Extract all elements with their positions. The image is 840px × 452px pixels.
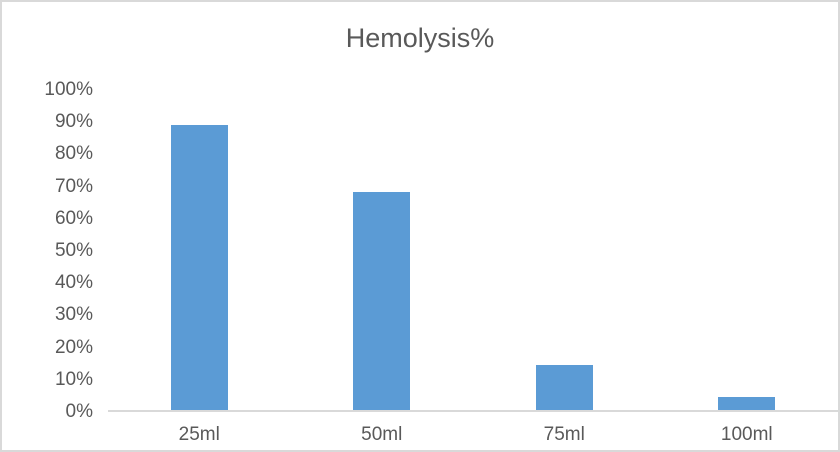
y-tick-label: 90% xyxy=(54,111,93,133)
y-tick-label: 80% xyxy=(54,143,93,165)
y-tick-label: 100% xyxy=(44,79,93,100)
x-tick-label: 50ml xyxy=(361,424,403,445)
bar-75ml xyxy=(535,365,593,410)
y-tick-label: 40% xyxy=(54,272,93,294)
x-axis: 25ml 50ml 75ml 100ml xyxy=(108,424,838,446)
y-tick-label: 50% xyxy=(54,240,93,261)
x-tick-label: 100ml xyxy=(720,424,773,445)
y-tick-label: 10% xyxy=(54,368,93,390)
y-axis: 0% 10% 20% 30% 40% 50% 60% 70% 80% 90% 100% xyxy=(2,79,93,422)
y-tick-label: 60% xyxy=(54,207,93,229)
x-tick-label: 75ml xyxy=(543,424,585,445)
plot-area xyxy=(108,90,838,412)
bar-50ml xyxy=(353,192,411,410)
y-tick-label: 30% xyxy=(54,304,93,326)
bar-slot xyxy=(108,90,291,410)
bar-slot xyxy=(473,90,656,410)
bar-slot xyxy=(656,90,839,410)
y-tick-label: 70% xyxy=(54,175,93,197)
y-tick-label: 20% xyxy=(54,336,93,358)
bar-25ml xyxy=(170,125,228,410)
bar-slot xyxy=(291,90,474,410)
bar-100ml xyxy=(718,397,776,410)
chart-title: Hemolysis% xyxy=(345,23,495,53)
x-tick-label: 25ml xyxy=(178,424,220,445)
y-tick-label: 0% xyxy=(65,401,93,422)
